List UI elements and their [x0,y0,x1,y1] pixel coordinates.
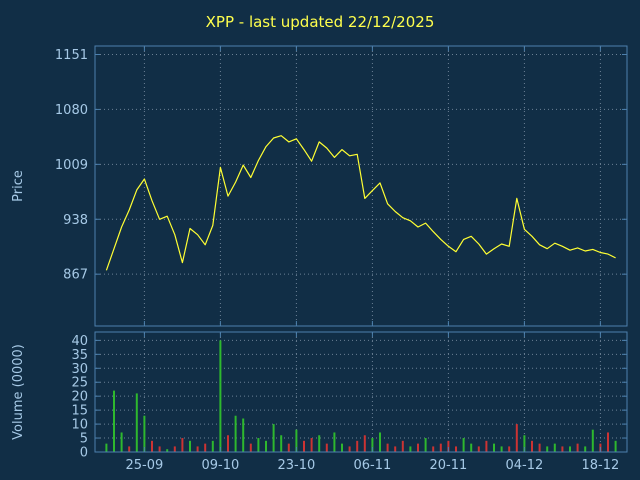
y-tick-label: 35 [71,348,88,363]
series-layer [105,135,617,452]
x-tick-label: 18-12 [582,458,620,473]
panel-border [94,45,628,327]
y-tick-label: 867 [63,268,88,283]
x-tick-label: 06-11 [354,458,392,473]
y-tick-label: 5 [80,432,88,447]
x-tick-label: 04-12 [506,458,544,473]
y-tick-label: 1080 [55,103,88,118]
axes-layer: 25-09 09-10 23-10 06-11 20-11 04-12 18-12 867 93… [55,45,628,473]
y-tick-label: 30 [71,362,88,377]
panel-border [94,331,628,453]
x-tick-label: 20-11 [430,458,468,473]
grid-layer [96,47,626,451]
y-tick-label: 938 [63,213,88,228]
y-tick-label: 1151 [55,48,88,63]
x-tick-label: 25-09 [126,458,164,473]
x-tick-label: 09-10 [202,458,240,473]
y-tick-label: 25 [71,376,88,391]
y-tick-label: 0 [80,446,88,461]
price-line [105,135,616,271]
y-tick-label: 1009 [55,158,88,173]
y-tick-label: 10 [71,418,88,433]
chart-title: XPP - last updated 22/12/2025 [206,13,435,31]
y-tick-label: 15 [71,404,88,419]
price-axis-label: Price [11,170,26,202]
volume-axis-label: Volume (0000) [11,344,26,440]
x-tick-label: 23-10 [278,458,316,473]
y-tick-label: 20 [71,390,88,405]
y-tick-label: 40 [71,334,88,349]
